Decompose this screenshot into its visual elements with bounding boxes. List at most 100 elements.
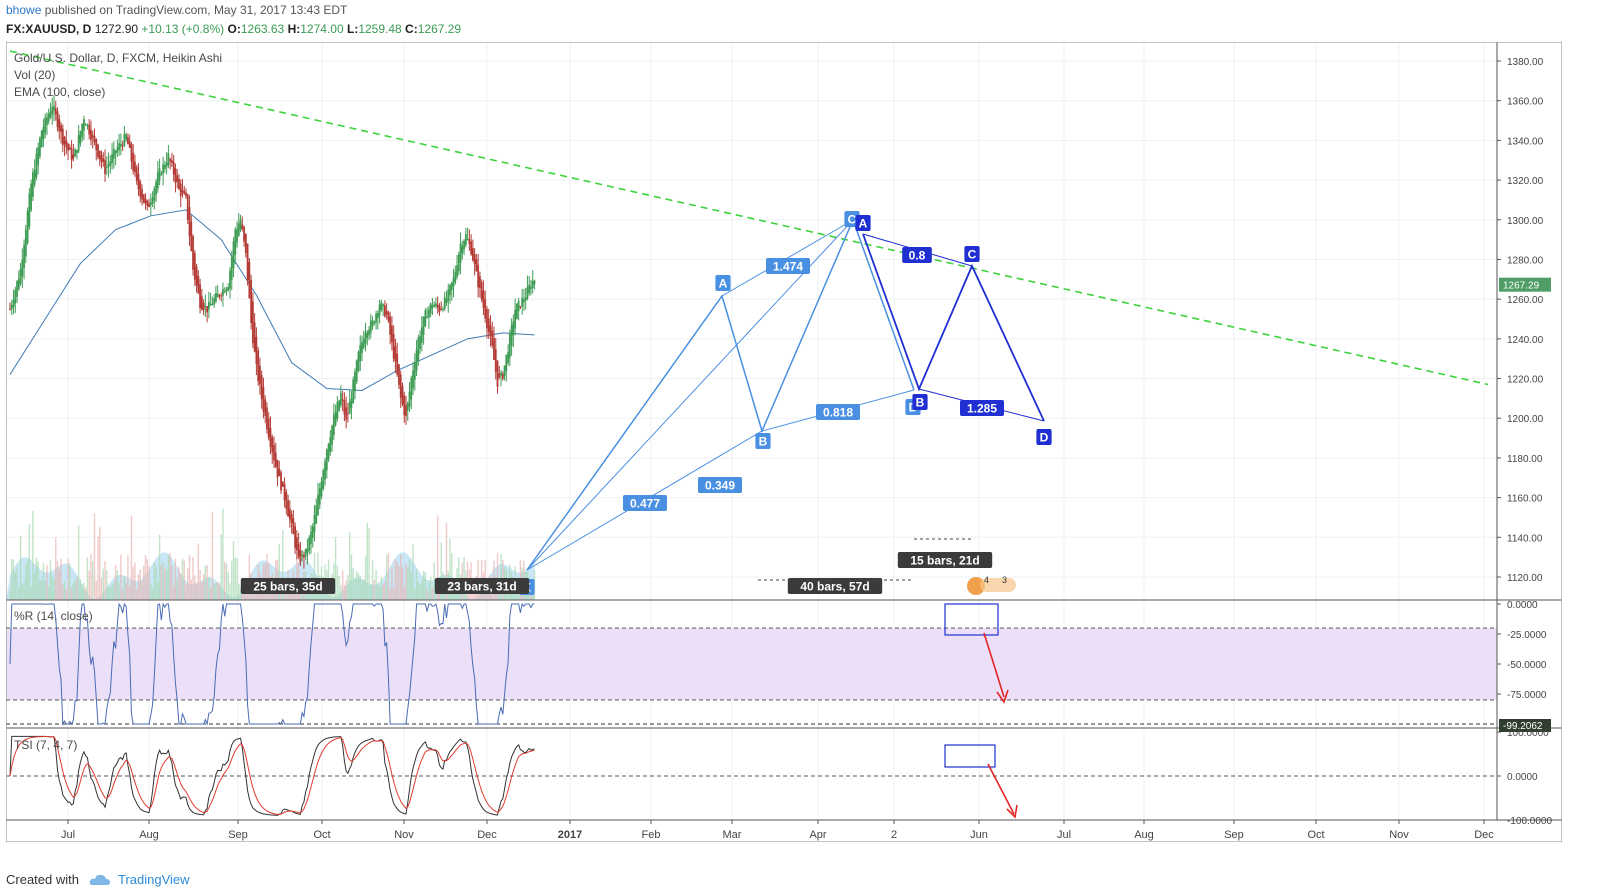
candle-body (482, 290, 485, 308)
candle-body (479, 276, 481, 289)
downtrend-line (9, 50, 1489, 386)
volume-bar (345, 580, 347, 600)
volume-bar (125, 582, 127, 600)
tradingview-link[interactable]: TradingView (118, 872, 190, 887)
candle-body (12, 300, 15, 308)
candle-body (345, 407, 348, 420)
author-link[interactable]: bhowe (6, 3, 42, 17)
volume-bar (192, 557, 194, 600)
candle-body (303, 555, 305, 558)
candle-body (412, 370, 414, 389)
candle-body (190, 221, 193, 251)
volume-bar (164, 568, 166, 600)
candle-body (19, 268, 22, 284)
volume-bar (449, 538, 451, 600)
price-chart[interactable]: 1380.00 1360.00 1340.00 1320.00 1300.00 1280.… (5, 41, 1563, 843)
volume-bar (12, 559, 15, 600)
candle-body (114, 150, 117, 154)
volume-bar (336, 565, 339, 600)
candle-body (348, 401, 351, 414)
candle-body (339, 393, 342, 406)
ratio-0477-label-bg (623, 495, 667, 511)
volume-bar (72, 583, 75, 600)
candle-body (269, 428, 272, 447)
candle-body (528, 284, 531, 294)
volume-bar (234, 557, 236, 600)
volume-bar (282, 530, 284, 600)
range-label-4: 15 bars, 21d (897, 552, 993, 568)
candle-body (524, 297, 527, 301)
candle-body (426, 316, 429, 319)
time-tick-label: Jun (970, 829, 988, 841)
candle-body (243, 226, 245, 242)
tsi-tick-label: 0.0000 (1507, 772, 1538, 783)
range-label-2: 23 bars, 31d (434, 578, 530, 594)
candle-body (9, 309, 11, 311)
volume-bar (382, 584, 384, 600)
volume-bar (183, 560, 185, 600)
volume-bar (190, 579, 192, 600)
candle-body (37, 147, 40, 166)
volume-bar (76, 577, 78, 600)
candle-body (93, 136, 96, 143)
candle-body (461, 245, 464, 254)
candle-body (153, 188, 156, 201)
tradingview-cloud-icon (89, 873, 111, 889)
candle-body (429, 303, 432, 314)
volume-bar (165, 569, 168, 600)
grid (6, 42, 1497, 820)
volume-bar (354, 578, 356, 600)
price-tick-label: 1360.00 (1507, 97, 1544, 108)
candle-body (31, 172, 34, 197)
volume-bar (81, 583, 83, 600)
volume-bar (216, 582, 219, 600)
candle-body (394, 346, 397, 362)
volume-bar (370, 584, 372, 600)
ratio-0818-label: 0.818 (816, 404, 860, 420)
volume-bar (26, 559, 29, 600)
volume-bar (139, 569, 141, 600)
volume-bar (227, 571, 229, 600)
candle-body (132, 152, 135, 171)
candle-body (357, 351, 360, 372)
point-a-label: A (715, 275, 731, 291)
candle-body (447, 289, 450, 302)
candle-body (142, 194, 145, 203)
ratio-0349-label: 0.349 (698, 477, 742, 493)
candle-body (97, 144, 99, 158)
time-tick-label: Aug (139, 829, 159, 841)
volume-bar (414, 588, 416, 600)
candle-body (332, 414, 335, 436)
candle-body (244, 234, 247, 253)
volume-bar (11, 559, 13, 600)
candle-body (449, 285, 451, 296)
candle-body (260, 375, 263, 400)
price-tick-label: 1240.00 (1507, 335, 1544, 346)
chart-frame[interactable]: 1380.00 1360.00 1340.00 1320.00 1300.00 1280.… (5, 41, 1563, 843)
wr-current-tag (1499, 719, 1551, 732)
price-tick-label: 1280.00 (1507, 255, 1544, 266)
price-change: +10.13 (+0.8%) (141, 22, 225, 36)
candle-body (130, 144, 133, 162)
volume-bar (424, 572, 427, 600)
volume-bar (155, 565, 157, 600)
candle-body (79, 131, 82, 144)
volume-bar (134, 562, 136, 600)
time-tick-label: Jul (61, 829, 75, 841)
time-tick-label: Oct (313, 829, 330, 841)
volume-bar (84, 587, 87, 600)
volume-bar (113, 582, 115, 600)
candle-body (503, 365, 506, 377)
candle-body (77, 135, 80, 152)
candle-body (331, 425, 333, 445)
candle-body (181, 189, 184, 193)
price-tick-label: 1340.00 (1507, 136, 1544, 147)
candle-body (526, 287, 529, 300)
candle-body (163, 165, 166, 169)
candle-body (355, 360, 358, 382)
volume-bar (273, 588, 275, 600)
volume-bar (394, 559, 397, 600)
volume-bar (146, 559, 148, 600)
range-label-4-bg (897, 552, 993, 568)
candle-body (398, 364, 400, 385)
